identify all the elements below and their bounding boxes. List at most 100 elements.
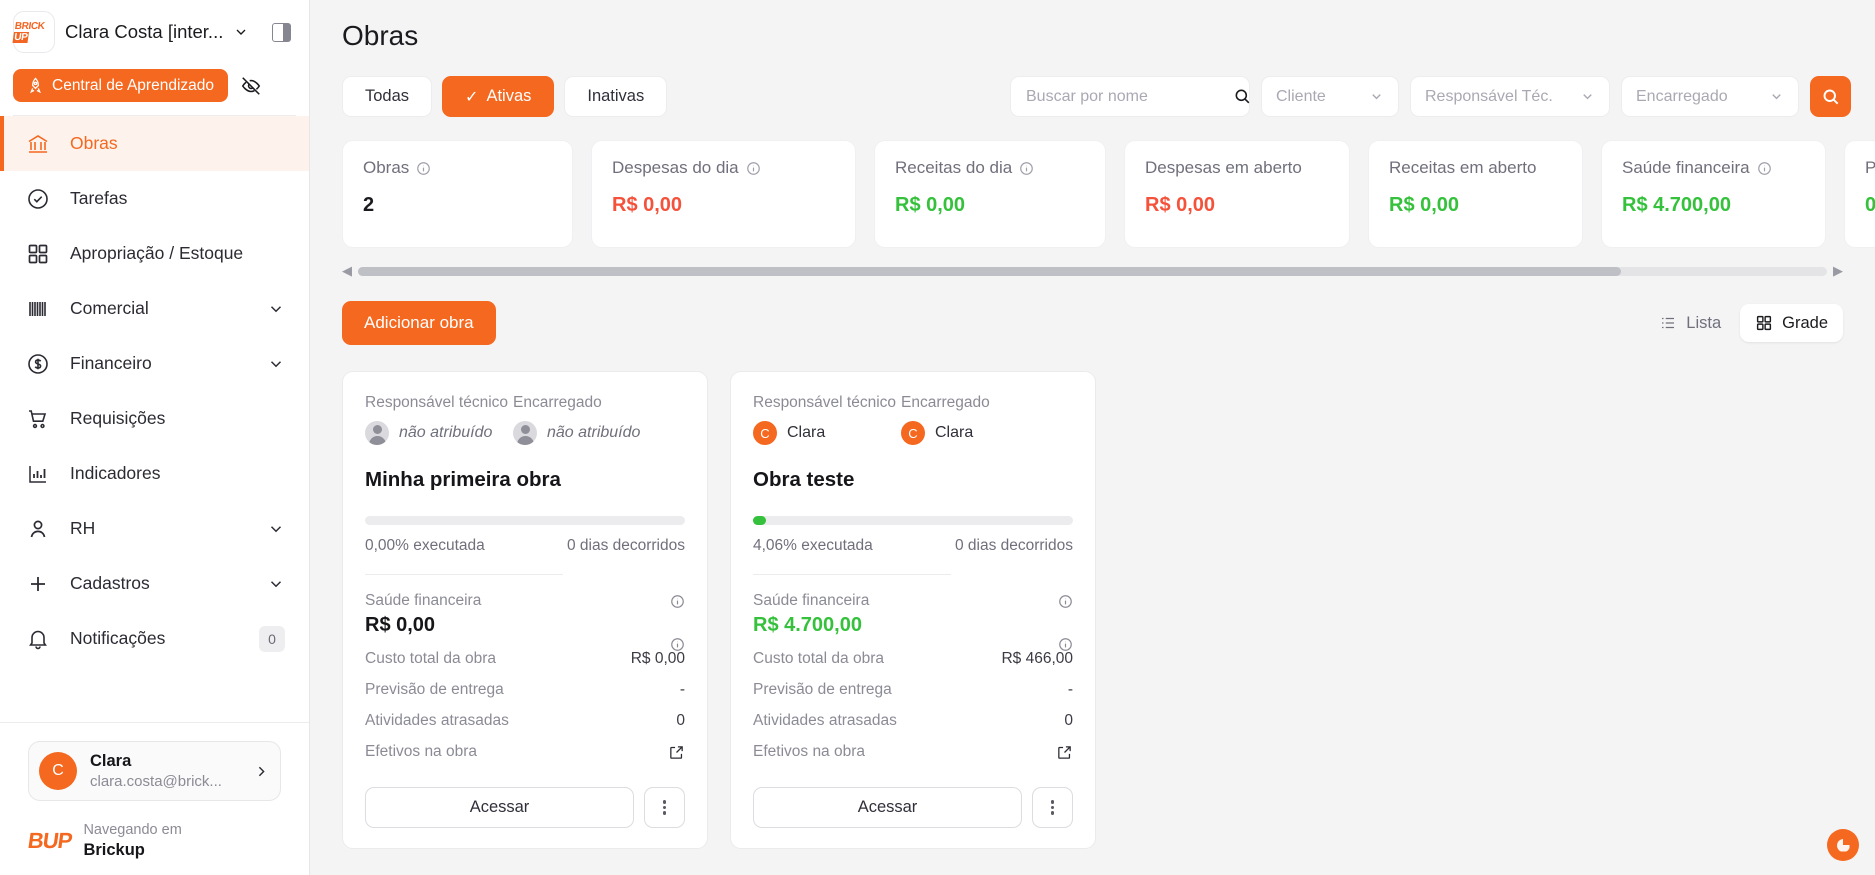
avatar: C (753, 421, 777, 445)
info-icon[interactable] (1757, 161, 1772, 176)
avatar-placeholder-icon (365, 421, 389, 445)
workspace-prefix: Navegando em (83, 822, 182, 839)
card-divider (365, 574, 564, 575)
sidebar-item-rh[interactable]: RH (0, 501, 309, 556)
tab-inativas[interactable]: Inativas (564, 76, 668, 117)
sidebar-item-requisicoes[interactable]: Requisições (0, 391, 309, 446)
search-input[interactable] (1026, 87, 1233, 106)
workspace-switcher[interactable]: BRICKUP Clara Costa [inter... (12, 11, 296, 53)
kebab-menu-icon[interactable] (644, 787, 685, 828)
sidebar-item-cadastros[interactable]: Cadastros (0, 556, 309, 611)
external-link-icon[interactable] (1056, 744, 1073, 761)
tab-ativas[interactable]: ✓ Ativas (442, 76, 555, 117)
obra-card[interactable]: Responsável técnico C Clara Encarregado … (730, 371, 1096, 849)
chevron-right-icon[interactable] (253, 763, 270, 780)
sidebar-item-tarefas[interactable]: Tarefas (0, 171, 309, 226)
acessar-button[interactable]: Acessar (365, 787, 634, 828)
row-key: Previsão de entrega (753, 681, 892, 698)
chevron-down-icon[interactable] (267, 300, 285, 318)
workspace-name: Clara Costa [inter... (65, 21, 224, 42)
view-grid-button[interactable]: Grade (1740, 304, 1843, 342)
learning-center-button[interactable]: Central de Aprendizado (13, 69, 229, 102)
progress-bar (753, 516, 1073, 525)
kpi-card: Saúde financeira R$ 4.700,00 (1601, 140, 1826, 248)
kpi-value: 2 (363, 194, 375, 216)
scroll-left-icon[interactable]: ◀ (342, 263, 352, 278)
progress-meta: 4,06% executada 0 dias decorridos (753, 537, 1073, 555)
eye-off-icon[interactable] (240, 75, 262, 97)
kpi-card: Receitas do dia R$ 0,00 (874, 140, 1106, 248)
progress-fill (753, 516, 766, 525)
card-actions: Acessar (753, 787, 1073, 828)
sidebar-item-obras[interactable]: Obras (0, 116, 309, 171)
info-icon[interactable] (1058, 594, 1073, 609)
kpi-label: Pedidos em ab (1865, 158, 1875, 177)
search-box[interactable] (1010, 76, 1250, 117)
view-list-label: Lista (1686, 313, 1722, 332)
search-icon (1235, 89, 1250, 104)
user-account-card[interactable]: C Clara clara.costa@brick... (28, 741, 281, 802)
external-link-icon[interactable] (668, 744, 685, 761)
responsavel-label: Responsável técnico (753, 394, 897, 411)
add-obra-button[interactable]: Adicionar obra (342, 301, 496, 345)
help-bubble-icon[interactable] (1827, 829, 1859, 861)
filter-responsavel-tecnico[interactable]: Responsável Téc. (1410, 76, 1610, 117)
learning-center-row: Central de Aprendizado (13, 69, 296, 102)
kpi-label: Receitas em aberto (1389, 158, 1537, 177)
filter-cliente[interactable]: Cliente (1261, 76, 1399, 117)
card-row-efetivos: Efetivos na obra (753, 743, 1073, 761)
card-row-custo: Custo total da obra R$ 466,00 (753, 638, 1073, 668)
encarregado-person: não atribuído (513, 421, 685, 445)
info-icon[interactable] (746, 161, 761, 176)
filter-encarregado[interactable]: Encarregado (1621, 76, 1799, 117)
sidebar-item-label: Apropriação / Estoque (70, 243, 244, 263)
sidebar-item-comercial[interactable]: Comercial (0, 281, 309, 336)
scroll-right-icon[interactable]: ▶ (1833, 263, 1843, 278)
info-icon[interactable] (670, 594, 685, 609)
chevron-down-icon[interactable] (233, 24, 249, 40)
acessar-button[interactable]: Acessar (753, 787, 1022, 828)
sidebar-item-financeiro[interactable]: Financeiro (0, 336, 309, 391)
obra-card[interactable]: Responsável técnico não atribuído Encarr… (342, 371, 708, 849)
encarregado-person: C Clara (901, 421, 1073, 445)
sidebar-item-label: RH (70, 518, 96, 538)
sidebar-item-notificacoes[interactable]: Notificações 0 (0, 611, 309, 666)
card-row-atrasadas: Atividades atrasadas 0 (753, 712, 1073, 730)
chevron-down-icon (1372, 94, 1381, 100)
chevron-down-icon[interactable] (267, 355, 285, 373)
info-icon[interactable] (1058, 637, 1073, 652)
kpi-card: Despesas em aberto R$ 0,00 (1124, 140, 1350, 248)
search-submit-button[interactable] (1810, 76, 1851, 117)
info-icon[interactable] (416, 161, 431, 176)
progress-bar (365, 516, 685, 525)
sidebar-item-apropriacao-estoque[interactable]: Apropriação / Estoque (0, 226, 309, 281)
scrollbar-thumb[interactable] (358, 266, 1622, 276)
sidebar-footer-divider (0, 722, 309, 724)
view-list-button[interactable]: Lista (1644, 304, 1736, 342)
bell-icon (29, 630, 47, 649)
info-icon[interactable] (670, 637, 685, 652)
user-email: clara.costa@brick... (90, 772, 222, 790)
obras-grid: Responsável técnico não atribuído Encarr… (342, 371, 1875, 849)
health-value: R$ 0,00 (365, 614, 436, 636)
sidebar-item-label: Cadastros (70, 573, 150, 593)
info-icon[interactable] (1019, 161, 1034, 176)
tab-todas[interactable]: Todas (342, 76, 433, 117)
kpi-card: Despesas do dia R$ 0,00 (591, 140, 856, 248)
kpi-scrollbar[interactable]: ◀ ▶ (342, 263, 1843, 279)
chevron-down-icon[interactable] (267, 520, 285, 538)
card-people: Responsável técnico C Clara Encarregado … (753, 394, 1073, 445)
card-row-efetivos: Efetivos na obra (365, 743, 685, 761)
panel-toggle-icon[interactable] (266, 17, 296, 47)
encarregado-block: Encarregado não atribuído (513, 394, 685, 445)
scrollbar-track[interactable] (358, 266, 1827, 276)
chevron-down-icon[interactable] (267, 575, 285, 593)
encarregado-name: não atribuído (547, 424, 641, 441)
check-circle-icon (28, 188, 48, 209)
kebab-menu-icon[interactable] (1032, 787, 1073, 828)
kpi-header: Pedidos em ab (1865, 158, 1875, 178)
sidebar-item-indicadores[interactable]: Indicadores (0, 446, 309, 501)
kpi-header: Receitas em aberto (1389, 158, 1562, 178)
kpi-strip: Obras 2 Despesas do dia R$ 0,00 Receitas… (342, 140, 1875, 248)
